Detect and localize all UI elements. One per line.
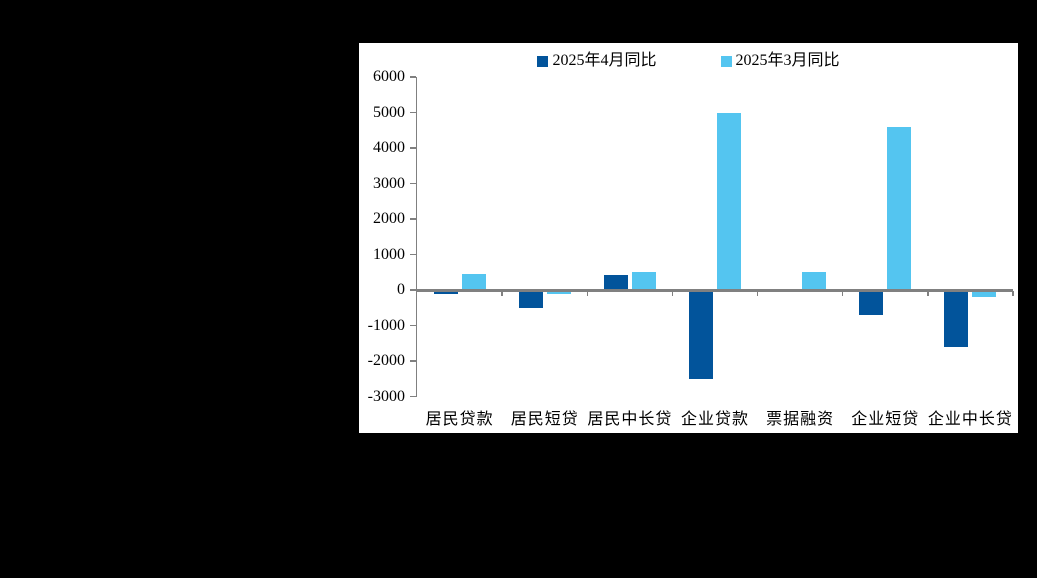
bar-2025年4月同比-企业贷款: [689, 290, 713, 379]
x-tick-1: [501, 291, 503, 296]
x-category-label-企业短贷: 企业短贷: [851, 411, 920, 428]
bar-2025年4月同比-居民中长贷: [603, 275, 628, 290]
bar-2025年4月同比-企业中长贷: [944, 290, 969, 347]
y-tick-label-6000: 6000: [373, 68, 405, 85]
legend-item-march: 2025年3月同比: [720, 51, 840, 71]
x-tick-3: [671, 291, 674, 296]
x-category-label-票据融资: 票据融资: [766, 411, 835, 428]
bar-2025年4月同比-居民贷款: [433, 290, 458, 294]
x-axis-line: [415, 289, 1013, 292]
bar-2025年3月同比-票据融资: [802, 271, 827, 290]
x-category-label-居民贷款: 居民贷款: [425, 411, 494, 428]
y-tick-4000: [409, 147, 416, 149]
x-tick-4: [756, 291, 759, 296]
x-category-label-居民短贷: 居民短贷: [510, 411, 579, 428]
legend-item-april: 2025年4月同比: [537, 51, 657, 71]
legend-label-march: 2025年3月同比: [735, 52, 840, 69]
y-tick-6000: [409, 76, 416, 78]
y-tick-label-2000: 2000: [373, 210, 405, 227]
chart-panel: 6000 5000 4000 3000 2000 1000 0 -1000 -2000 -3000…: [359, 43, 1018, 433]
y-tick-5000: [409, 111, 416, 114]
legend-label-april: 2025年4月同比: [552, 52, 657, 69]
chart-legend: 2025年4月同比 2025年3月同比: [359, 51, 1018, 71]
y-tick-label-0: 0: [397, 281, 405, 298]
x-tick-5: [841, 291, 844, 296]
x-category-label-企业贷款: 企业贷款: [680, 411, 749, 428]
y-tick-label--1000: -1000: [367, 316, 405, 334]
bar-2025年4月同比-企业短贷: [859, 290, 884, 315]
y-tick--1000: [409, 324, 416, 327]
y-tick-label--2000: -2000: [367, 352, 405, 369]
legend-swatch-march-icon: [720, 55, 732, 67]
bar-2025年3月同比-居民中长贷: [631, 271, 656, 290]
x-tick-2: [586, 291, 589, 296]
x-category-label-企业中长贷: 企业中长贷: [927, 411, 1013, 428]
bar-2025年3月同比-居民短贷: [546, 290, 571, 294]
y-tick--3000: [409, 395, 416, 398]
y-tick--2000: [409, 360, 416, 362]
plot-area: 6000 5000 4000 3000 2000 1000 0 -1000 -2000 -3000…: [359, 43, 1018, 433]
y-tick-label-5000: 5000: [373, 103, 405, 121]
y-tick-label-3000: 3000: [373, 174, 405, 192]
y-axis-line: [415, 77, 417, 397]
y-tick-3000: [409, 182, 416, 185]
x-tick-6: [927, 291, 929, 296]
bar-2025年3月同比-企业贷款: [717, 112, 741, 290]
y-tick-2000: [409, 218, 416, 220]
legend-swatch-april-icon: [537, 55, 549, 67]
bar-2025年3月同比-企业中长贷: [972, 290, 997, 298]
bar-2025年3月同比-居民贷款: [461, 274, 486, 290]
bar-2025年3月同比-企业短贷: [887, 126, 912, 290]
y-tick-0: [409, 289, 416, 291]
bar-2025年4月同比-居民短贷: [518, 290, 543, 308]
y-tick-label--3000: -3000: [367, 387, 405, 405]
y-tick-label-1000: 1000: [373, 245, 405, 263]
y-tick-label-4000: 4000: [373, 139, 405, 156]
x-tick-7: [1012, 291, 1014, 296]
x-category-label-居民中长贷: 居民中长贷: [587, 411, 673, 428]
y-tick-1000: [409, 253, 416, 256]
